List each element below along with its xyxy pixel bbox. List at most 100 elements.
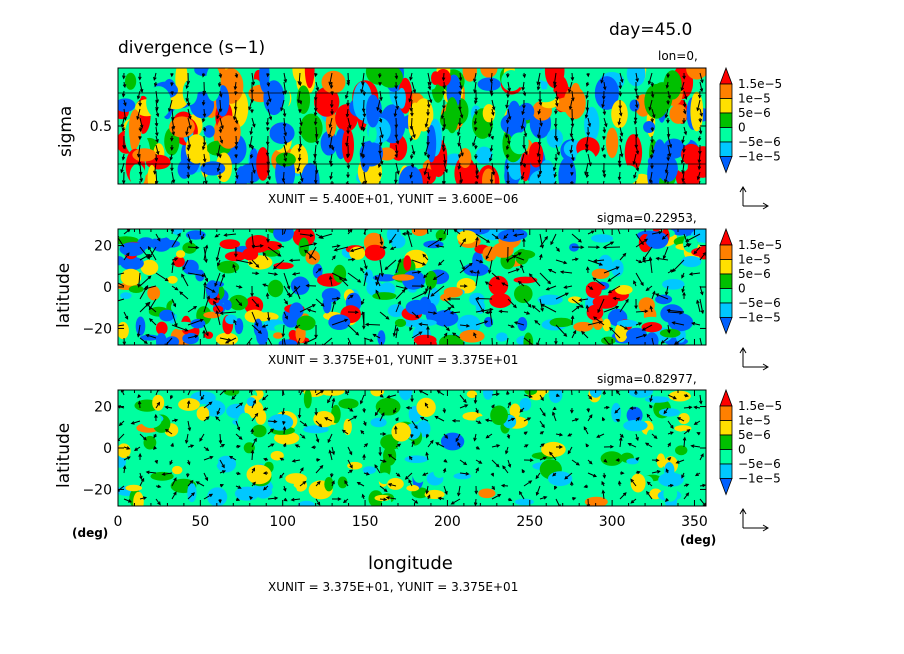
wind-vector-head [693,421,698,425]
wind-vector-head [122,341,127,345]
wind-vector [667,144,671,157]
field-core [224,241,235,247]
wind-vector [555,498,561,506]
wind-vector [443,298,455,308]
wind-vector [347,459,353,469]
wind-vector [361,117,365,130]
wind-vector-head [137,394,141,399]
wind-vector [514,233,525,236]
wind-vector [187,306,197,313]
wind-vector-head [394,85,398,90]
wind-vector [266,180,269,184]
wind-vector [665,108,669,118]
wind-vector-head [522,144,526,149]
wind-vector [315,390,324,396]
wind-vector-head [698,150,702,155]
wind-vector-head [664,169,669,174]
wind-vector [299,481,306,487]
x-tick-label: 250 [516,514,543,530]
wind-vector [280,99,285,111]
wind-vector [489,153,493,161]
wind-vector-head [650,127,654,132]
panel-1-vector-unit: XUNIT = 5.400E+01, YUNIT = 3.600E−06 [268,192,519,206]
field-cell [362,466,376,474]
wind-vector-head [495,276,500,281]
wind-vector-head [174,257,179,262]
wind-vector [185,433,189,443]
wind-vector-head [696,107,700,112]
wind-vector [187,153,190,162]
wind-vector-head [277,253,282,257]
colorbar-label: −1e−5 [738,311,781,325]
wind-vector-head [542,412,546,417]
wind-vector-head [511,417,516,422]
wind-vector [282,171,285,182]
wind-vector [523,394,532,398]
wind-vector-head [474,111,478,116]
wind-vector [570,126,573,137]
wind-vector [379,126,383,138]
field-core [433,74,438,82]
wind-vector-head [653,435,658,440]
wind-vector-head [380,272,384,278]
wind-vector [346,180,349,184]
field-cell [246,464,272,485]
wind-vector [691,322,701,326]
wind-vector [347,324,359,336]
wind-vector [614,407,621,414]
wind-vector-head [126,446,131,450]
wind-vector-head [147,245,152,250]
colorbar-label: 1.5e−5 [738,77,782,91]
wind-vector-head [667,329,671,334]
wind-vector-head [294,444,299,448]
wind-vector-head [360,153,364,158]
wind-vector [537,126,541,138]
wind-vector-head [218,74,223,79]
wind-vector-head [554,485,558,491]
wind-vector-head [300,178,304,183]
wind-vector [187,480,194,487]
wind-vector [171,171,175,183]
wind-vector [138,153,141,165]
wind-vector-head [602,154,606,159]
wind-vector-head [282,442,287,447]
colorbar-label: −1e−5 [738,472,781,486]
wind-vector-head [171,261,175,266]
wind-vector-head [205,447,210,452]
wind-vector [327,433,333,443]
field-cell [234,486,260,501]
wind-vector [379,259,383,277]
field-cell [216,455,237,473]
wind-vector-head [537,174,541,179]
field-core [340,111,353,125]
wind-vector-head [300,467,304,472]
wind-vector-head [164,277,169,282]
wind-vector-head [569,149,573,154]
wind-vector [683,492,689,500]
wind-vector [360,144,365,157]
wind-vector [490,72,493,83]
wind-vector [642,246,653,260]
wind-vector [329,450,333,461]
wind-vector [662,233,669,240]
wind-vector-head [174,418,179,423]
wind-vector [155,272,169,282]
field-core [369,248,381,257]
wind-vector-head [537,141,542,146]
wind-vector-head [228,455,233,460]
wind-vector-head [602,129,607,134]
wind-vector-head [490,92,494,97]
wind-vector-head [375,281,379,286]
wind-vector-head [283,79,288,84]
wind-vector-head [590,230,595,234]
wind-vector [459,72,462,81]
wind-vector-head [273,419,278,424]
wind-vector [550,233,557,245]
wind-vector [519,491,525,500]
wind-vector [443,229,447,235]
wind-vector-head [539,253,543,258]
panel-1 [118,68,706,184]
colorbar-segment [719,463,733,479]
wind-vector [299,171,303,182]
wind-vector-head [450,304,455,309]
